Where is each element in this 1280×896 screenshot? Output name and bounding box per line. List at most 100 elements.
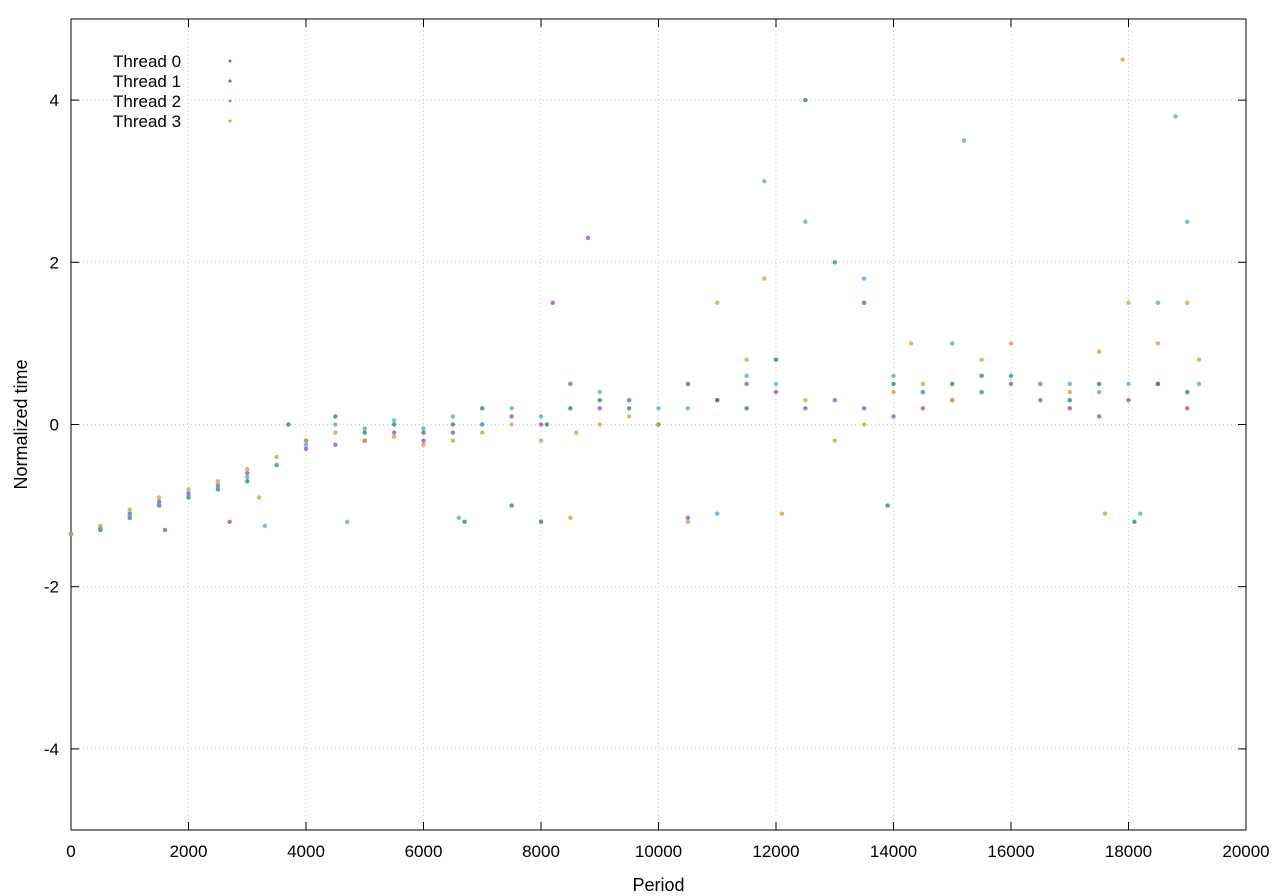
data-point (1067, 381, 1072, 387)
data-point (303, 438, 309, 443)
data-point (274, 454, 279, 460)
data-point (333, 422, 338, 427)
data-point (1008, 341, 1014, 346)
data-point (227, 519, 232, 525)
data-point (1120, 57, 1125, 62)
data-point (1067, 397, 1072, 403)
data-point (98, 523, 103, 529)
data-point (920, 389, 926, 395)
data-point (421, 442, 426, 447)
data-point (1008, 373, 1014, 379)
x-tick-label: 6000 (405, 842, 443, 861)
x-tick-label: 14000 (870, 842, 917, 861)
legend-entry-label: Thread 2 (113, 92, 181, 111)
data-point (391, 418, 397, 423)
data-point (1138, 511, 1143, 516)
data-point (626, 397, 632, 403)
data-point (1196, 381, 1202, 387)
data-point (920, 406, 926, 411)
data-point (585, 235, 591, 241)
data-point (1196, 357, 1202, 362)
data-point (1038, 397, 1043, 403)
x-tick-label: 2000 (170, 842, 208, 861)
data-point (215, 485, 221, 490)
data-point (362, 438, 367, 443)
data-point (626, 406, 632, 411)
data-point (773, 357, 779, 362)
y-tick-label: -2 (44, 578, 59, 597)
data-point (1096, 381, 1102, 387)
data-point (1155, 300, 1161, 306)
data-point (885, 503, 890, 508)
data-point (568, 381, 573, 387)
data-point (832, 438, 837, 443)
data-point (568, 406, 573, 411)
data-point (450, 430, 456, 435)
data-point (773, 381, 779, 387)
data-point (450, 422, 456, 427)
data-point (685, 381, 691, 387)
data-point (656, 406, 661, 411)
data-point (1185, 219, 1190, 224)
data-point (344, 519, 350, 525)
data-point (286, 422, 291, 427)
data-point (462, 519, 467, 525)
y-axis-label: Normalized time (11, 359, 31, 489)
data-points (68, 57, 1202, 537)
data-point (421, 426, 426, 431)
data-point (574, 430, 579, 435)
data-point (456, 515, 461, 520)
data-point (685, 515, 691, 520)
data-point (480, 422, 485, 427)
data-point (1096, 414, 1102, 419)
data-point (762, 179, 767, 184)
data-point (803, 219, 808, 224)
data-point (685, 519, 691, 525)
data-point (891, 381, 896, 387)
data-point (1067, 389, 1072, 395)
x-tick-label: 8000 (522, 842, 560, 861)
data-point (715, 300, 720, 306)
data-point (262, 523, 268, 529)
data-point (162, 527, 168, 533)
data-point (333, 414, 338, 419)
y-tick-label: 0 (50, 416, 59, 435)
data-point (1008, 381, 1014, 387)
data-point (391, 434, 397, 439)
data-point (245, 479, 250, 484)
data-point (597, 397, 602, 403)
data-point (245, 466, 250, 472)
x-axis-label: Period (632, 875, 684, 895)
data-point (1102, 511, 1108, 516)
data-point (920, 381, 926, 387)
data-point (1096, 349, 1102, 354)
data-point (908, 341, 914, 346)
data-point (773, 389, 779, 395)
data-point (186, 487, 191, 492)
data-point (391, 422, 397, 427)
data-point (961, 138, 967, 143)
data-point (597, 406, 602, 411)
data-point (538, 422, 544, 427)
y-tick-label: 2 (50, 253, 59, 272)
data-point (1185, 389, 1190, 395)
data-point (550, 300, 555, 306)
data-point (979, 389, 984, 395)
data-point (333, 430, 338, 435)
data-point (861, 276, 867, 281)
x-tick-label: 18000 (1105, 842, 1152, 861)
data-point (127, 507, 132, 512)
axis-ticks: 0 2000 4000 6000 8000 10000 12000 14000 16000 180… (44, 19, 1270, 861)
data-point (744, 373, 749, 379)
legend-marker (228, 99, 232, 103)
data-point (656, 422, 661, 427)
data-point (303, 446, 309, 452)
data-point (274, 462, 279, 468)
data-point (891, 373, 896, 379)
data-point (1173, 114, 1178, 119)
x-tick-label: 12000 (752, 842, 799, 861)
data-point (156, 495, 162, 500)
data-point (744, 357, 749, 362)
data-point (450, 414, 456, 419)
